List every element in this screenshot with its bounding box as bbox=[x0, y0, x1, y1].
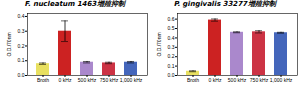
html-text:P. gingivalis 33277增殖抑制: P. gingivalis 33277增殖抑制 bbox=[174, 0, 276, 8]
svg-text:Broth: Broth bbox=[37, 77, 49, 83]
svg-text:750 kHz: 750 kHz bbox=[100, 77, 119, 83]
html-text:F. nucleatum 1463增殖抑制: F. nucleatum 1463增殖抑制 bbox=[25, 0, 125, 8]
svg-text:0.2: 0.2 bbox=[18, 43, 25, 49]
svg-text:O.D./70nm: O.D./70nm bbox=[156, 32, 162, 56]
svg-text:1,000 kHz: 1,000 kHz bbox=[120, 77, 143, 83]
svg-text:0.2: 0.2 bbox=[168, 53, 175, 59]
svg-text:0.0: 0.0 bbox=[168, 72, 175, 78]
svg-text:0.5: 0.5 bbox=[168, 25, 175, 31]
svg-text:O.D./70nm: O.D./70nm bbox=[6, 32, 12, 56]
svg-text:0.3: 0.3 bbox=[168, 44, 175, 50]
svg-text:0.1: 0.1 bbox=[168, 63, 175, 69]
svg-text:500 kHz: 500 kHz bbox=[78, 77, 97, 83]
svg-text:0.1: 0.1 bbox=[18, 57, 25, 63]
svg-text:0 kHz: 0 kHz bbox=[209, 77, 222, 83]
svg-text:0.3: 0.3 bbox=[18, 28, 25, 34]
svg-text:0.0: 0.0 bbox=[18, 72, 25, 78]
svg-text:750 kHz: 750 kHz bbox=[250, 77, 269, 83]
svg-text:0.4: 0.4 bbox=[168, 35, 175, 41]
svg-text:0.6: 0.6 bbox=[168, 16, 175, 22]
svg-text:0 kHz: 0 kHz bbox=[59, 77, 72, 83]
svg-text:1,000 kHz: 1,000 kHz bbox=[270, 77, 293, 83]
svg-text:Broth: Broth bbox=[187, 77, 199, 83]
svg-text:500 kHz: 500 kHz bbox=[228, 77, 247, 83]
svg-text:0.4: 0.4 bbox=[18, 13, 25, 19]
